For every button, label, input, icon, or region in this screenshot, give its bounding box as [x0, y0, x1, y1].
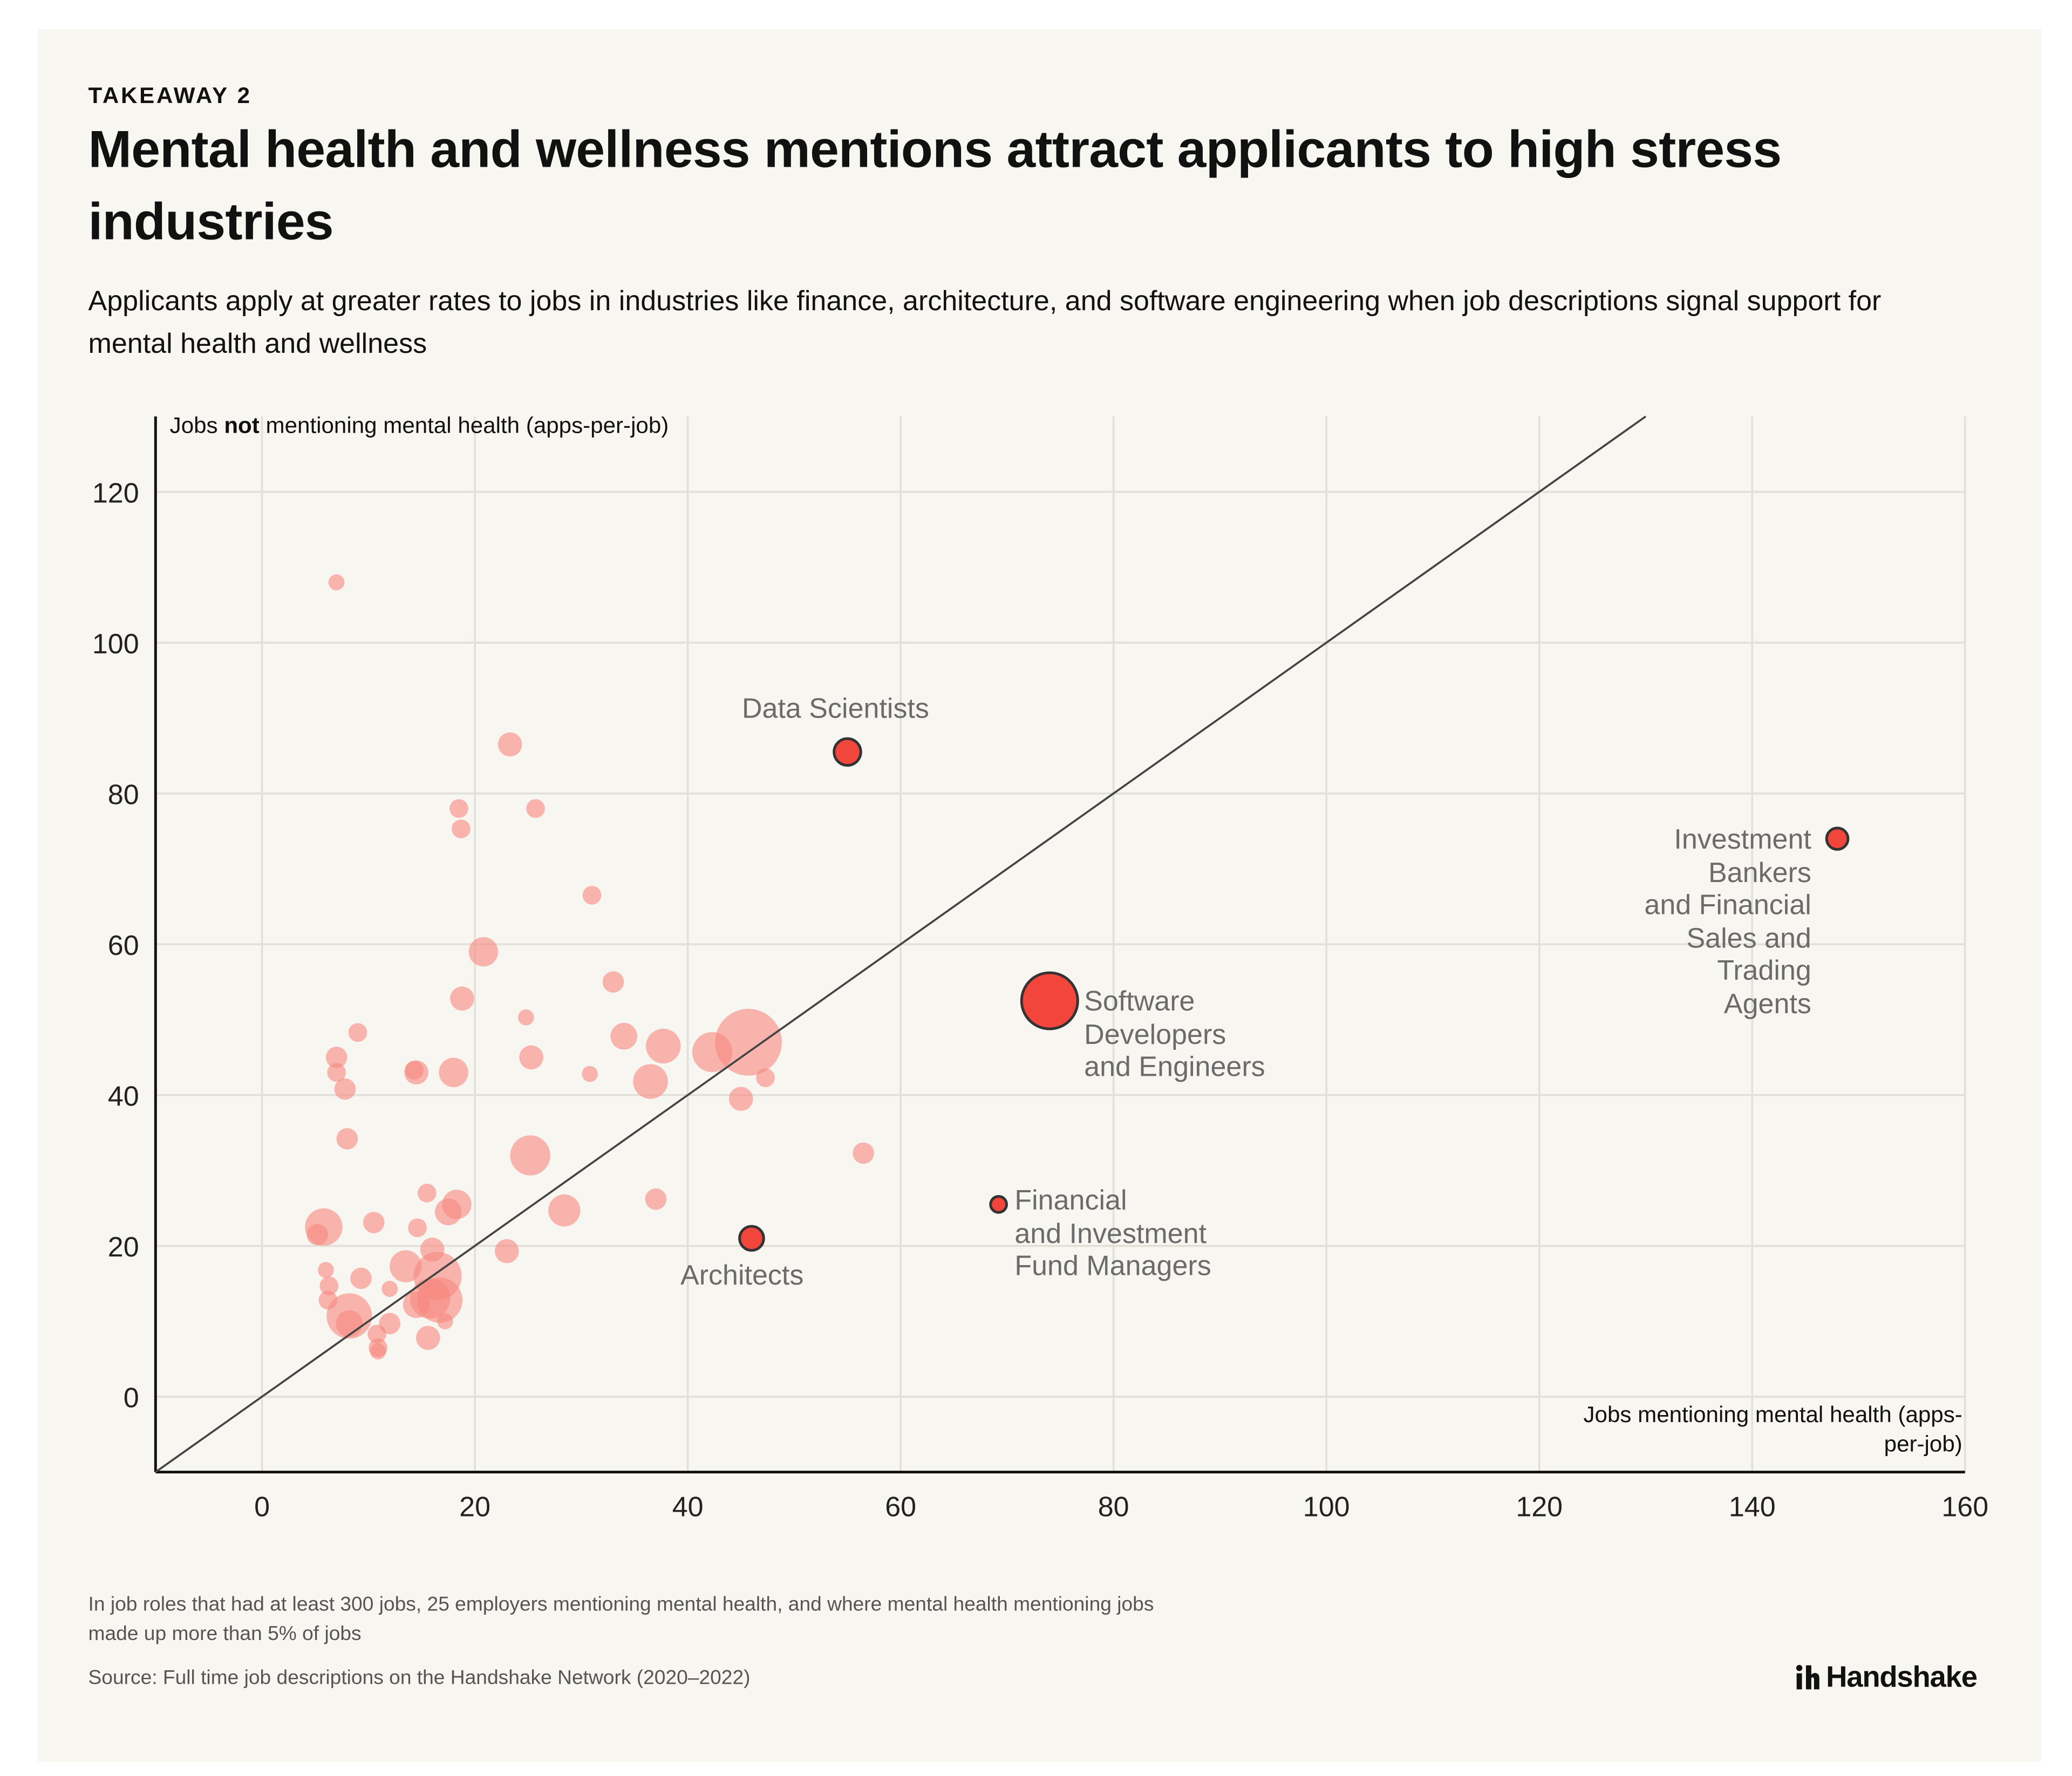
data-point [336, 1310, 363, 1337]
data-point [449, 799, 468, 818]
data-point [519, 1045, 543, 1070]
data-point [405, 1061, 424, 1080]
highlighted-point [833, 737, 862, 767]
x-axis-label: Jobs mentioning mental health (apps-per-… [1583, 1402, 1962, 1457]
y-tick-label: 0 [124, 1383, 139, 1414]
scatter-chart: 0 20 40 60 80 100 120 140 160 0 20 40 60 80 100 120 [92, 415, 1988, 1522]
data-point [319, 1276, 339, 1295]
data-point [526, 799, 545, 818]
data-point [517, 1009, 534, 1026]
x-tick-label: 0 [254, 1491, 270, 1522]
data-point [582, 1065, 598, 1082]
page-title: Mental health and wellness mentions attr… [88, 121, 1782, 251]
data-point [381, 1281, 398, 1297]
data-point [437, 1313, 453, 1329]
subtitle: Applicants apply at greater rates to job… [88, 286, 1882, 360]
data-point [350, 1267, 372, 1289]
y-axis-label-emphasis: not [224, 413, 260, 439]
data-point [497, 732, 522, 757]
x-tick-label: 140 [1729, 1491, 1776, 1522]
point-label: Data Scientists [741, 693, 929, 725]
data-point [602, 971, 624, 993]
data-point [450, 986, 474, 1011]
point-label: Investment Bankers and Financial Sales a… [1644, 824, 1811, 1020]
data-point [328, 574, 345, 591]
data-point [610, 1023, 638, 1050]
data-point [715, 1009, 782, 1076]
point-label: Architects [680, 1260, 804, 1292]
reference-line-y-equals-x [155, 415, 1647, 1473]
y-axis-label: Jobs not mentioning mental health (apps-… [170, 412, 732, 441]
data-point [645, 1188, 667, 1210]
data-point [417, 1184, 437, 1203]
handshake-logo: Handshake [1794, 1659, 1978, 1695]
y-tick-label: 80 [108, 780, 139, 811]
data-point [408, 1218, 427, 1238]
data-point [582, 886, 602, 905]
handshake-logo-text: Handshake [1826, 1659, 1978, 1693]
data-point [435, 1198, 462, 1226]
data-point [334, 1078, 356, 1100]
data-point [327, 1063, 346, 1082]
x-tick-label: 120 [1516, 1491, 1563, 1522]
point-label: Software Developers and Engineers [1084, 986, 1265, 1083]
eyebrow: TAKEAWAY 2 [88, 83, 252, 108]
data-point [728, 1087, 753, 1111]
y-axis-label-part: Jobs [169, 413, 224, 439]
y-tick-label: 40 [108, 1081, 139, 1112]
x-tick-label: 160 [1941, 1491, 1988, 1522]
data-point [367, 1324, 386, 1344]
highlighted-point [1020, 971, 1079, 1030]
point-label: Financial and Investment Fund Managers [1014, 1185, 1211, 1282]
x-tick-label: 60 [885, 1491, 916, 1522]
y-tick-label: 120 [92, 478, 139, 509]
x-tick-label: 80 [1098, 1491, 1129, 1522]
data-point [318, 1262, 334, 1278]
data-point [370, 1343, 386, 1360]
footnote: In job roles that had at least 300 jobs,… [88, 1593, 1154, 1645]
data-point [452, 819, 471, 838]
data-point [494, 1239, 519, 1263]
data-point [306, 1224, 328, 1246]
highlighted-point [989, 1195, 1008, 1214]
data-point [633, 1064, 668, 1099]
y-axis-label-part: mentioning mental health (apps-per-job) [259, 413, 669, 439]
data-point [468, 937, 499, 967]
data-point [348, 1023, 367, 1042]
data-point [548, 1194, 581, 1227]
y-tick-label: 20 [108, 1232, 139, 1263]
highlighted-point [1825, 826, 1850, 851]
data-point [756, 1068, 775, 1088]
data-point [325, 1047, 347, 1068]
data-point [417, 1277, 463, 1323]
x-tick-label: 40 [672, 1491, 704, 1522]
data-point [363, 1212, 385, 1233]
data-point [646, 1028, 681, 1064]
source-note: Source: Full time job descriptions on th… [88, 1666, 751, 1690]
data-point [853, 1142, 874, 1164]
y-tick-label: 100 [92, 629, 139, 660]
x-tick-label: 100 [1303, 1491, 1350, 1522]
highlighted-point [738, 1225, 765, 1252]
x-tick-label: 20 [459, 1491, 490, 1522]
data-point [510, 1135, 550, 1176]
data-point [336, 1128, 358, 1150]
data-point [439, 1057, 468, 1088]
handshake-logo-icon [1796, 1665, 1819, 1690]
y-tick-label: 60 [108, 930, 139, 961]
data-point [416, 1326, 440, 1350]
